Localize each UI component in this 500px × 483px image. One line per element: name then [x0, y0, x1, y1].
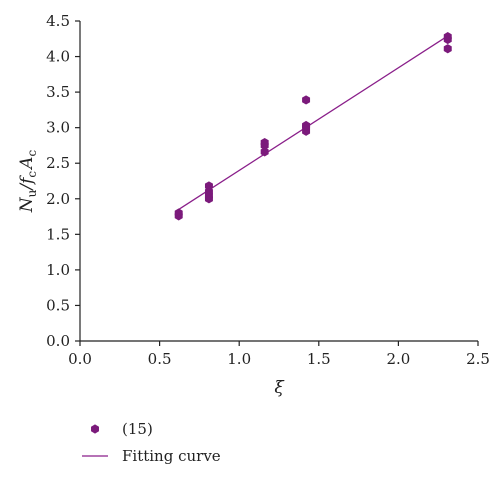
data-point: [443, 32, 452, 42]
y-ticks: 0.0 0.5 1.0 1.5 2.0 2.5 3.0 3.5 4.0 4.5: [46, 12, 80, 350]
y-tick-label: 0.5: [46, 296, 70, 314]
data-point: [302, 120, 311, 131]
data-point: [443, 44, 452, 54]
y-tick-label: 1.0: [46, 261, 70, 279]
legend-label-scatter: (15): [122, 420, 153, 438]
y-label-n: N: [17, 196, 37, 213]
fit-layer: [178, 35, 449, 210]
y-tick-label: 4.0: [46, 48, 70, 66]
legend-label-fit: Fitting curve: [122, 447, 221, 465]
y-tick-label: 0.0: [46, 332, 70, 350]
y-label-sub-u: u: [25, 189, 39, 197]
legend-item-fit: Fitting curve: [82, 447, 221, 465]
plot-area: 0.0 0.5 1.0 1.5 2.0 2.5 0.0 0.5 1.0 1.5 2.0 2.5 3.0…: [46, 12, 490, 368]
x-tick-label: 1.0: [227, 350, 251, 368]
x-tick-label: 2.5: [466, 350, 490, 368]
fitting-curve-line: [178, 35, 449, 210]
y-axis-label: Nu/fcAc: [17, 150, 39, 214]
y-label-sub-c2: c: [25, 150, 39, 157]
data-point: [260, 147, 269, 157]
x-tick-label: 0.5: [148, 350, 172, 368]
y-label-sub-c1: c: [25, 171, 39, 178]
y-tick-label: 1.5: [46, 225, 70, 243]
legend-item-scatter: (15): [91, 420, 153, 438]
y-tick-label: 4.5: [46, 12, 70, 30]
x-tick-label: 2.0: [386, 350, 410, 368]
y-label-f: /f: [17, 175, 37, 192]
x-tick-label: 1.5: [307, 350, 331, 368]
y-tick-label: 3.5: [46, 83, 70, 101]
data-point: [260, 138, 269, 148]
legend-hexagon-marker: [91, 424, 99, 434]
data-point: [174, 208, 183, 218]
data-point: [204, 181, 213, 191]
y-tick-label: 2.0: [46, 190, 70, 208]
y-tick-label: 2.5: [46, 154, 70, 172]
y-label-a: A: [17, 157, 37, 171]
x-axis-label: ξ: [274, 378, 285, 398]
x-ticks: 0.0 0.5 1.0 1.5 2.0 2.5: [68, 341, 490, 368]
legend: (15) Fitting curve: [82, 420, 221, 465]
points-layer: [174, 32, 452, 221]
data-point: [302, 95, 311, 105]
x-tick-label: 0.0: [68, 350, 92, 368]
y-tick-label: 3.0: [46, 119, 70, 137]
